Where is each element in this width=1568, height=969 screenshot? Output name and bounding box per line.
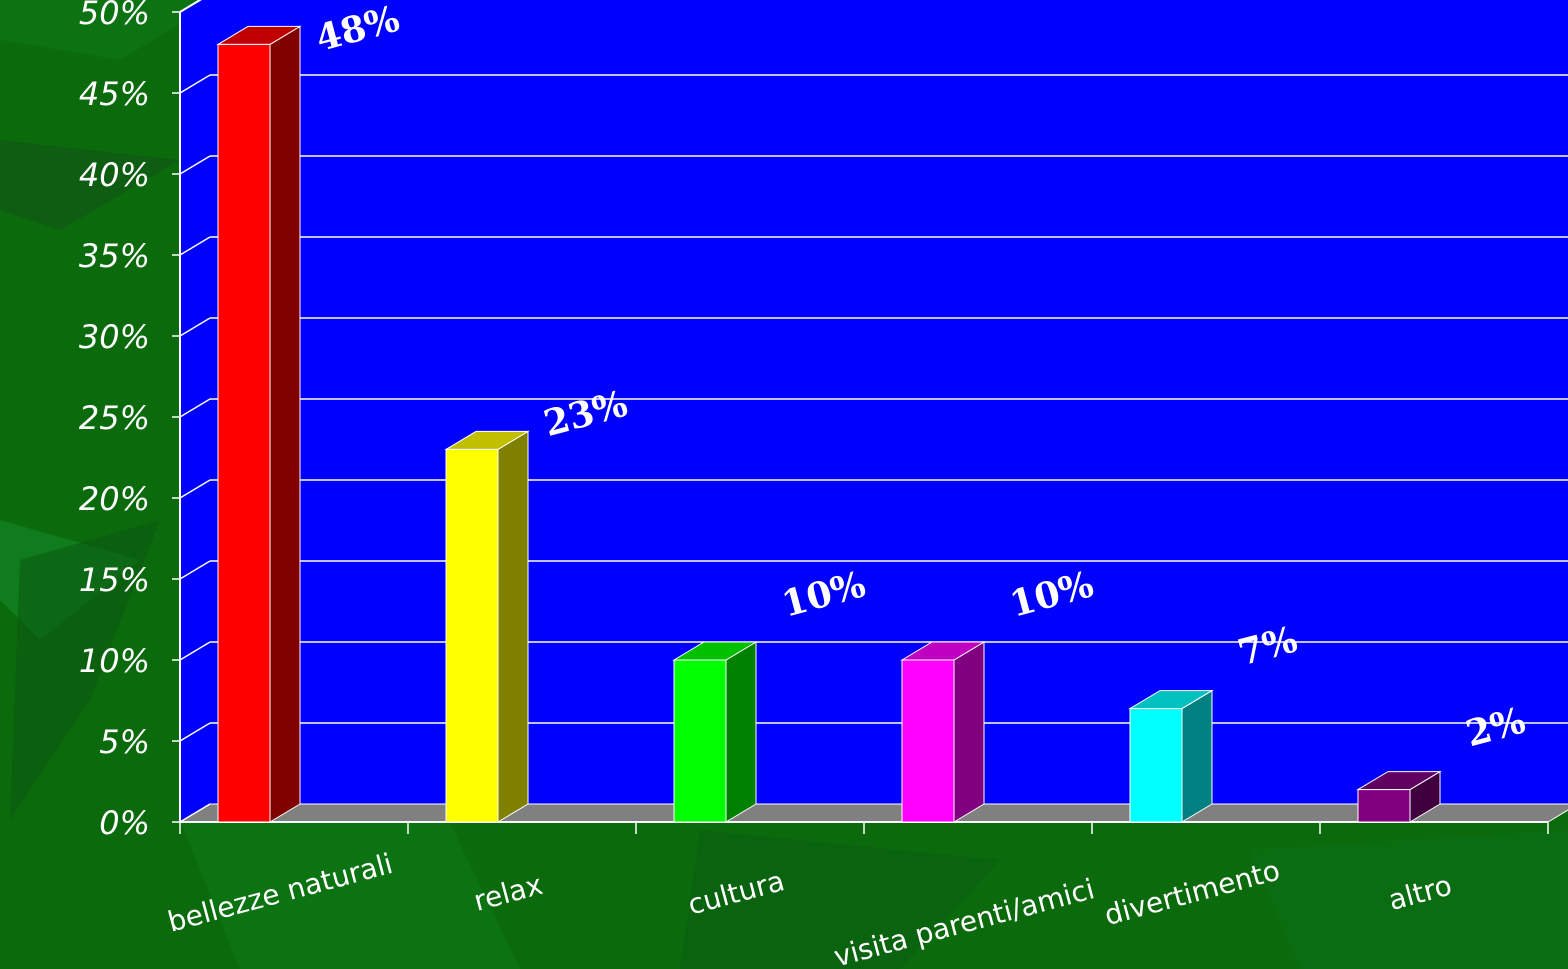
y-tick-label: 45% <box>79 75 150 113</box>
bar-side <box>1182 691 1212 822</box>
bar-0 <box>218 26 300 822</box>
x-tick-label: cultura <box>684 864 788 921</box>
bar-front <box>902 660 954 822</box>
bar-side <box>498 431 528 822</box>
x-tick-label: relax <box>470 868 546 918</box>
bar-front <box>218 44 270 822</box>
y-tick-label: 40% <box>79 156 150 194</box>
plot-side-wall <box>180 0 210 822</box>
bar-front <box>674 660 726 822</box>
bar-front <box>1358 790 1410 822</box>
y-tick-label: 35% <box>79 237 150 275</box>
y-tick-label: 5% <box>99 723 150 761</box>
bar-side <box>954 642 984 822</box>
y-tick-label: 10% <box>79 642 150 680</box>
plot-back-wall <box>210 0 1568 804</box>
y-axis-tick-labels: 0% 5% 10% 15% 20% 25% 30% 35% 40% 45% 50% <box>79 0 150 842</box>
y-tick-label: 50% <box>79 0 150 32</box>
bar-3 <box>902 642 984 822</box>
bar-front <box>446 449 498 822</box>
x-tick-label: bellezze naturali <box>164 847 396 939</box>
y-tick-label: 20% <box>79 480 150 518</box>
bar-front <box>1130 709 1182 822</box>
x-axis-tick-labels: bellezze naturali relax cultura visita pare… <box>164 847 1455 969</box>
y-tick-label: 15% <box>79 561 150 599</box>
x-tick-label: altro <box>1385 869 1455 917</box>
bar-side <box>726 642 756 822</box>
bar-4 <box>1130 691 1212 822</box>
y-tick-label: 0% <box>99 804 150 842</box>
y-tick-label: 25% <box>79 399 150 437</box>
bar-1 <box>446 431 528 822</box>
bar-side <box>270 26 300 822</box>
bar-2 <box>674 642 756 822</box>
y-tick-label: 30% <box>79 318 150 356</box>
x-tick-label: divertimento <box>1101 854 1283 932</box>
x-tick-label: visita parenti/amici <box>830 872 1098 969</box>
